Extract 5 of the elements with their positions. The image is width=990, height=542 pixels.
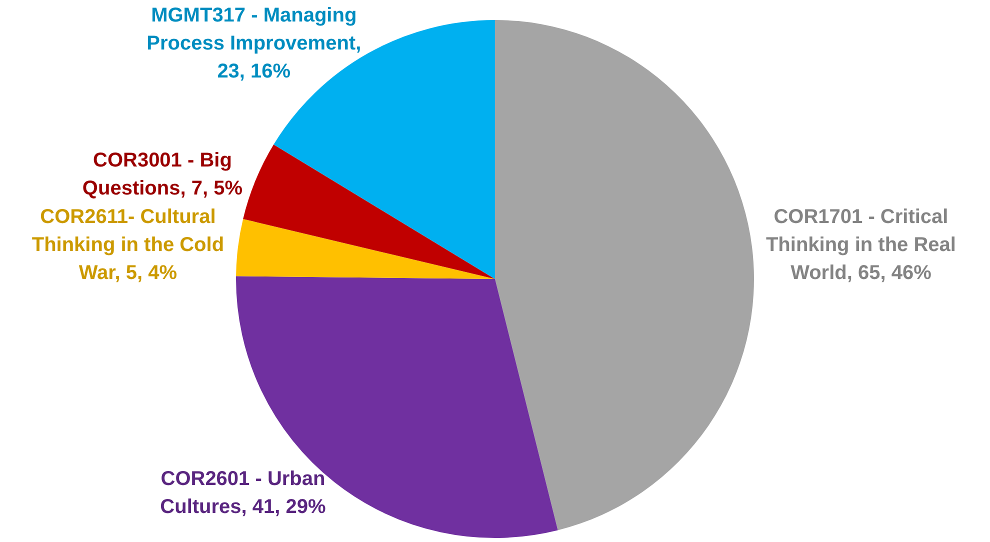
slice-label: MGMT317 - Managing Process Improvement, 23, 16% xyxy=(146,4,362,83)
slice-label: COR2611- Cultural Thinking in the Cold War, 5, 4% xyxy=(32,206,224,284)
slice-label: COR2601 - Urban Cultures, 41, 29% xyxy=(160,468,326,518)
slice-label: COR1701 - Critical Thinking in the Real World, 65, 46% xyxy=(766,206,956,284)
slice-label: COR3001 - Big Questions, 7, 5% xyxy=(82,150,243,200)
